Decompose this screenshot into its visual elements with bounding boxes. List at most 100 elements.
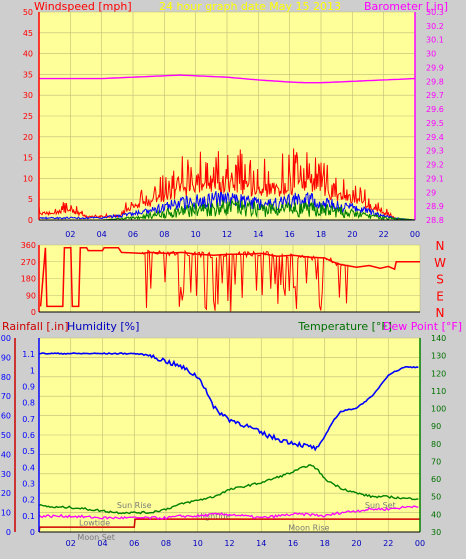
compass-label: E bbox=[436, 289, 444, 303]
humidity-time-tick-label: 16 bbox=[288, 539, 298, 548]
temperature-tick-label: 30 bbox=[431, 528, 441, 537]
windspeed-tick-label: 0 bbox=[28, 216, 33, 225]
direction-tick-label: 90 bbox=[26, 291, 36, 300]
rainfall-tick-label: 0.6 bbox=[22, 431, 35, 440]
barometer-tick-label: 29 bbox=[426, 188, 436, 197]
dewpoint-line bbox=[38, 505, 419, 521]
barometer-tick-label: 29.9 bbox=[426, 63, 444, 72]
barometer-tick-label: 29.2 bbox=[426, 161, 444, 170]
wind-time-tick-label: 00 bbox=[410, 230, 420, 239]
wind-plot-series bbox=[38, 74, 416, 221]
wind-direction-line bbox=[39, 247, 420, 308]
rainfall-axis-title: Rainfall [.in] bbox=[2, 320, 69, 333]
rainfall-line bbox=[38, 518, 420, 533]
barometer-tick-label: 29.7 bbox=[426, 91, 444, 100]
barometer-tick-label: 29.4 bbox=[426, 133, 444, 142]
temperature-axis-title: Temperature [°F] bbox=[297, 320, 392, 333]
direction-plot-series bbox=[39, 247, 420, 312]
barometer-tick-label: 28.8 bbox=[426, 216, 444, 225]
barometer-tick-label: 30 bbox=[426, 50, 436, 59]
humidity-time-tick-label: 08 bbox=[161, 539, 171, 548]
temperature-line bbox=[38, 464, 419, 515]
wind-time-tick-label: 08 bbox=[159, 230, 169, 239]
humidity-tick-label: 30 bbox=[1, 470, 11, 479]
rainfall-tick-label: 0.3 bbox=[22, 480, 35, 489]
windspeed-tick-label: 45 bbox=[23, 29, 33, 38]
compass-label: W bbox=[434, 256, 446, 270]
wind-time-tick-label: 14 bbox=[253, 230, 263, 239]
compass-label: N bbox=[436, 239, 445, 253]
temperature-tick-label: 130 bbox=[431, 352, 446, 361]
barometer-tick-label: 29.5 bbox=[426, 119, 444, 128]
wind-time-tick-label: 18 bbox=[316, 230, 326, 239]
wind-barometer-plot: 0 5 10 15 20 25 30 35 40 45 50 28.8 28.9 29 29.1 29.2 29… bbox=[23, 8, 444, 239]
compass-label: S bbox=[436, 273, 444, 287]
rainfall-tick-label: 0.9 bbox=[22, 383, 35, 392]
rainfall-tick-label: 0.7 bbox=[22, 415, 35, 424]
direction-tick-label: 360 bbox=[21, 241, 36, 250]
humidity-tick-label: 0 bbox=[6, 528, 11, 537]
humidity-tick-label: 70 bbox=[1, 392, 11, 401]
astro-annotation: Lowtide bbox=[79, 519, 110, 528]
wind-time-tick-label: 20 bbox=[347, 230, 357, 239]
windspeed-tick-label: 35 bbox=[23, 70, 33, 79]
humidity-plot-axes: 010203040506070809010000.10.20.30.40.50.… bbox=[0, 334, 446, 548]
wind-average-line bbox=[38, 191, 415, 221]
humidity-temperature-plot: Sun Rise Lowtide Moon Set Hightide Sun Set Mo… bbox=[0, 334, 446, 548]
rainfall-tick-label: 0.4 bbox=[22, 463, 35, 472]
humidity-time-tick-label: 18 bbox=[320, 539, 330, 548]
humidity-plot-series: Sun Rise Lowtide Moon Set Hightide Sun Set Mo… bbox=[38, 352, 420, 542]
barometer-tick-label: 30.3 bbox=[426, 8, 444, 17]
rainfall-tick-label: 0.1 bbox=[22, 512, 35, 521]
graph-date-title: 24 hour graph date May 15 2013 bbox=[159, 0, 341, 13]
compass-label: N bbox=[436, 306, 445, 320]
astro-annotation: Moon Set bbox=[77, 533, 114, 542]
temperature-tick-label: 140 bbox=[431, 334, 446, 343]
dewpoint-axis-title: Dew Point [°F] bbox=[383, 320, 462, 333]
humidity-tick-label: 90 bbox=[1, 353, 11, 362]
humidity-time-tick-label: 10 bbox=[193, 539, 203, 548]
astro-annotation: Sun Rise bbox=[117, 501, 152, 510]
barometer-tick-label: 30.2 bbox=[426, 22, 444, 31]
windspeed-tick-label: 15 bbox=[23, 154, 33, 163]
humidity-time-tick-label: 02 bbox=[66, 539, 76, 548]
humidity-tick-label: 20 bbox=[1, 489, 11, 498]
humidity-time-tick-label: 00 bbox=[415, 539, 425, 548]
temperature-tick-label: 60 bbox=[431, 475, 441, 484]
humidity-line bbox=[38, 352, 419, 452]
wind-direction-noise bbox=[141, 249, 349, 312]
wind-time-tick-label: 16 bbox=[285, 230, 295, 239]
rainfall-tick-label: 0 bbox=[30, 528, 35, 537]
humidity-tick-label: 80 bbox=[1, 373, 11, 382]
windspeed-tick-label: 10 bbox=[23, 174, 33, 183]
humidity-time-tick-label: 12 bbox=[224, 539, 234, 548]
wind-time-tick-label: 10 bbox=[191, 230, 201, 239]
windspeed-tick-label: 20 bbox=[23, 133, 33, 142]
temperature-tick-label: 110 bbox=[431, 387, 446, 396]
temperature-tick-label: 120 bbox=[431, 369, 446, 378]
wind-time-tick-label: 02 bbox=[65, 230, 75, 239]
barometer-tick-label: 29.3 bbox=[426, 147, 444, 156]
barometer-axis-title: Barometer [.in] bbox=[364, 0, 448, 13]
windspeed-tick-label: 30 bbox=[23, 91, 33, 100]
temperature-tick-label: 50 bbox=[431, 493, 441, 502]
rainfall-tick-label: 0.2 bbox=[22, 496, 35, 505]
humidity-time-tick-label: 22 bbox=[383, 539, 393, 548]
rainfall-tick-label: 0.5 bbox=[22, 447, 35, 456]
humidity-tick-label: 60 bbox=[1, 412, 11, 421]
wind-time-tick-label: 06 bbox=[128, 230, 138, 239]
windspeed-tick-label: 40 bbox=[23, 50, 33, 59]
wind-time-tick-label: 12 bbox=[222, 230, 232, 239]
wind-gust-line bbox=[38, 148, 415, 221]
humidity-time-tick-label: 14 bbox=[256, 539, 266, 548]
wind-plot-axes: 0 5 10 15 20 25 30 35 40 45 50 28.8 28.9 29 29.1 29.2 29… bbox=[23, 8, 444, 239]
humidity-tick-label: 40 bbox=[1, 450, 11, 459]
barometer-tick-label: 29.1 bbox=[426, 174, 444, 183]
rainfall-tick-label: 1 bbox=[30, 366, 35, 375]
temperature-tick-label: 40 bbox=[431, 510, 441, 519]
temperature-tick-label: 80 bbox=[431, 440, 441, 449]
humidity-time-tick-label: 04 bbox=[97, 539, 107, 548]
wind-time-tick-label: 04 bbox=[97, 230, 107, 239]
